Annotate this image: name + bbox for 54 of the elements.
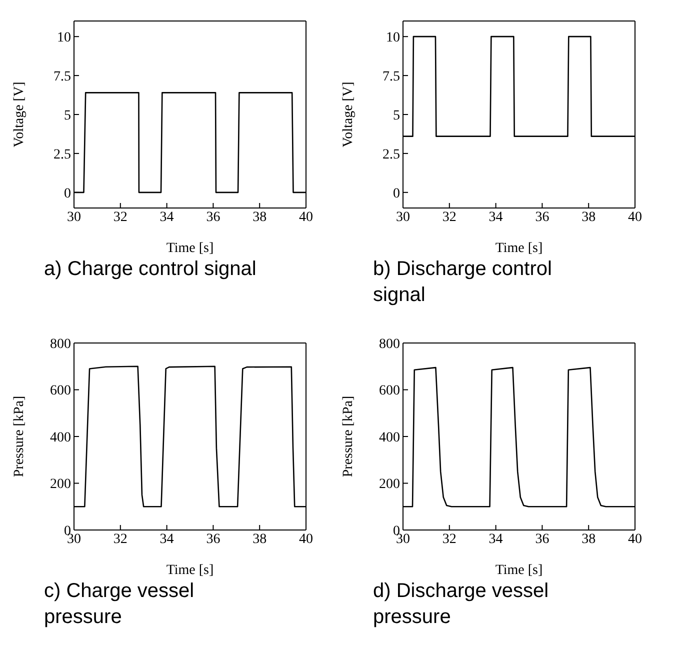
x-tick-label: 36 xyxy=(535,210,550,225)
x-tick-label: 40 xyxy=(299,210,313,225)
x-axis-title: Time [s] xyxy=(166,563,214,578)
y-tick-label: 400 xyxy=(379,430,400,446)
x-tick-label: 40 xyxy=(299,532,313,547)
x-tick-label: 34 xyxy=(488,210,503,225)
y-axis-title: Pressure [kPa] xyxy=(340,396,356,478)
y-tick-label: 7.5 xyxy=(382,70,400,85)
y-tick-label: 800 xyxy=(50,336,71,352)
y-tick-label: 200 xyxy=(379,477,400,492)
x-tick-label: 36 xyxy=(535,532,550,547)
x-tick-label: 36 xyxy=(206,210,220,225)
y-tick-label: 0 xyxy=(64,524,71,539)
x-tick-label: 34 xyxy=(160,210,174,225)
y-tick-label: 0 xyxy=(393,524,400,539)
y-tick-label: 0 xyxy=(64,186,71,202)
x-tick-label: 30 xyxy=(67,210,81,225)
y-tick-label: 5 xyxy=(393,108,400,124)
y-tick-label: 10 xyxy=(386,30,400,46)
y-tick-label: 2.5 xyxy=(382,147,400,162)
text: b) Discharge control signal xyxy=(373,257,553,308)
text: a) Charge control signal xyxy=(44,257,258,282)
x-tick-label: 32 xyxy=(442,532,456,547)
x-tick-label: 32 xyxy=(442,210,456,225)
x-axis-title: Time [s] xyxy=(495,563,543,578)
x-tick-label: 36 xyxy=(206,532,220,547)
y-tick-label: 600 xyxy=(50,384,71,399)
x-tick-label: 38 xyxy=(252,532,267,547)
y-tick-label: 10 xyxy=(57,30,71,46)
x-tick-label: 38 xyxy=(252,210,267,225)
y-tick-label: 0 xyxy=(393,186,400,202)
y-tick-label: 7.5 xyxy=(54,70,71,85)
x-tick-label: 34 xyxy=(160,532,174,547)
y-tick-label: 5 xyxy=(64,108,71,124)
y-tick-label: 200 xyxy=(50,477,71,492)
x-tick-label: 40 xyxy=(628,532,642,547)
text: c) Charge vessel pressure xyxy=(44,579,196,630)
y-tick-label: 800 xyxy=(379,336,400,352)
x-tick-label: 38 xyxy=(582,210,596,225)
y-axis-title: Voltage [V] xyxy=(340,82,356,148)
y-axis-title: Voltage [V] xyxy=(12,82,27,148)
x-tick-label: 38 xyxy=(582,532,596,547)
y-axis-title: Pressure [kPa] xyxy=(12,396,27,478)
x-tick-label: 30 xyxy=(396,210,410,225)
x-tick-label: 34 xyxy=(488,532,503,547)
text: d) Discharge vessel pressure xyxy=(373,579,550,630)
x-axis-title: Time [s] xyxy=(495,241,543,256)
y-tick-label: 600 xyxy=(379,384,400,399)
x-tick-label: 32 xyxy=(113,210,128,225)
x-axis-title: Time [s] xyxy=(166,241,214,256)
y-tick-label: 400 xyxy=(50,430,71,446)
x-tick-label: 32 xyxy=(113,532,128,547)
x-tick-label: 40 xyxy=(628,210,642,225)
y-tick-label: 2.5 xyxy=(54,147,71,162)
